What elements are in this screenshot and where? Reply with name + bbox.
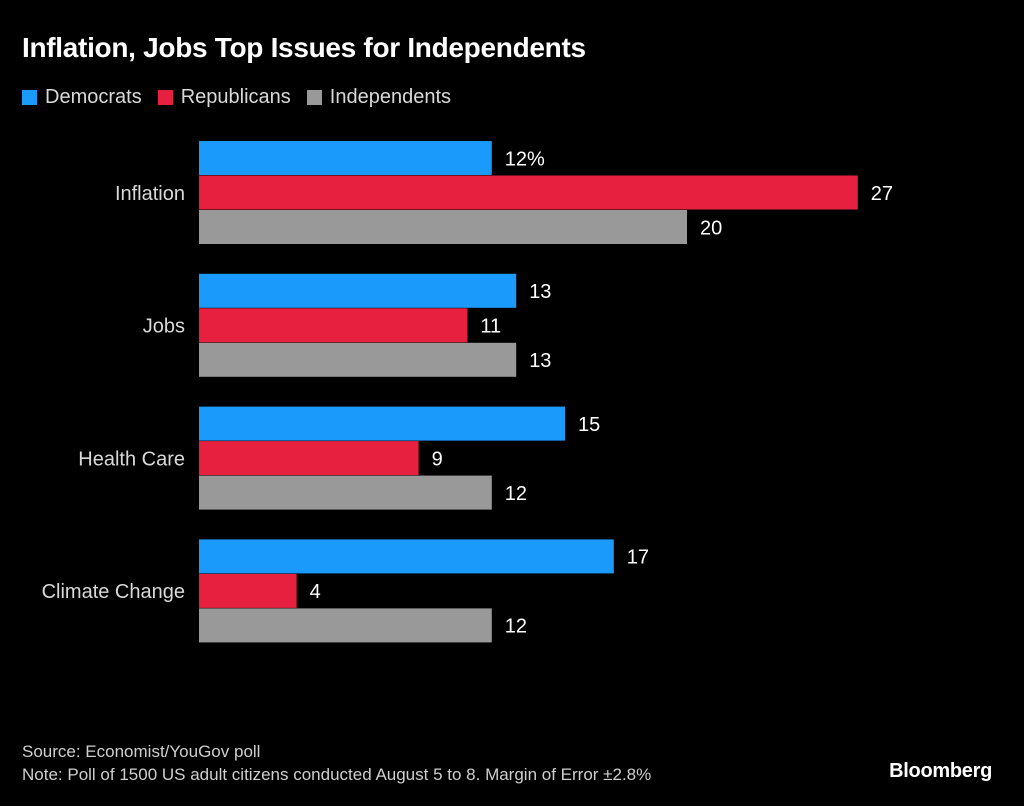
value-label-jobs-independents: 13 <box>529 350 551 372</box>
value-label-climate-change-republicans: 4 <box>310 581 321 603</box>
value-label-inflation-democrats: 12% <box>505 148 545 170</box>
category-label-climate-change: Climate Change <box>42 581 185 603</box>
bar-chart: Inflation 12% 27 20 Jobs 13 11 13 Health Care 15 9… <box>42 141 893 643</box>
bar-health-care-democrats <box>199 406 565 441</box>
bar-health-care-independents <box>199 475 492 510</box>
source-note: Source: Economist/YouGov poll <box>22 742 261 761</box>
legend-item-independents: Independents <box>306 86 452 109</box>
value-label-climate-change-democrats: 17 <box>627 547 649 569</box>
category-label-jobs: Jobs <box>143 316 185 338</box>
bar-inflation-democrats <box>199 141 492 175</box>
bar-climate-change-republicans <box>199 573 297 608</box>
footer: Source: Economist/YouGov poll Note: Poll… <box>22 740 651 786</box>
bloomberg-logo: Bloomberg <box>889 760 992 782</box>
bar-group-health-care: Health Care 15 9 12 <box>78 406 600 510</box>
value-label-health-care-republicans: 9 <box>432 448 443 470</box>
bar-jobs-independents <box>199 342 517 377</box>
value-label-inflation-republicans: 27 <box>871 183 893 205</box>
legend: Democrats Republicans Independents <box>22 86 467 109</box>
legend-label-republicans: Republicans <box>180 86 291 108</box>
bar-group-jobs: Jobs 13 11 13 <box>143 273 551 377</box>
legend-item-republicans: Republicans <box>157 86 291 109</box>
bar-climate-change-democrats <box>199 539 614 574</box>
bar-group-inflation: Inflation 12% 27 20 <box>115 141 893 244</box>
bar-inflation-independents <box>199 210 687 244</box>
value-label-health-care-independents: 12 <box>505 483 527 505</box>
legend-swatch-democrats <box>22 90 37 105</box>
bar-jobs-democrats <box>199 273 517 308</box>
value-label-jobs-democrats: 13 <box>529 281 551 303</box>
legend-label-independents: Independents <box>329 86 452 108</box>
bar-health-care-republicans <box>199 441 419 476</box>
value-label-jobs-republicans: 11 <box>480 316 501 338</box>
legend-item-democrats: Democrats <box>22 86 142 109</box>
bar-group-climate-change: Climate Change 17 4 12 <box>42 539 649 643</box>
category-label-inflation: Inflation <box>115 183 185 205</box>
chart-title: Inflation, Jobs Top Issues for Independe… <box>22 32 586 63</box>
legend-label-democrats: Democrats <box>45 86 142 108</box>
legend-swatch-independents <box>306 90 322 105</box>
bar-climate-change-independents <box>199 608 492 643</box>
value-label-inflation-independents: 20 <box>700 217 722 239</box>
poll-note: Note: Poll of 1500 US adult citizens con… <box>22 765 652 784</box>
bar-jobs-republicans <box>199 308 468 343</box>
legend-swatch-republicans <box>157 90 173 105</box>
category-label-health-care: Health Care <box>78 448 185 470</box>
value-label-health-care-democrats: 15 <box>578 414 600 436</box>
value-label-climate-change-independents: 12 <box>505 616 527 638</box>
bar-inflation-republicans <box>199 175 858 210</box>
